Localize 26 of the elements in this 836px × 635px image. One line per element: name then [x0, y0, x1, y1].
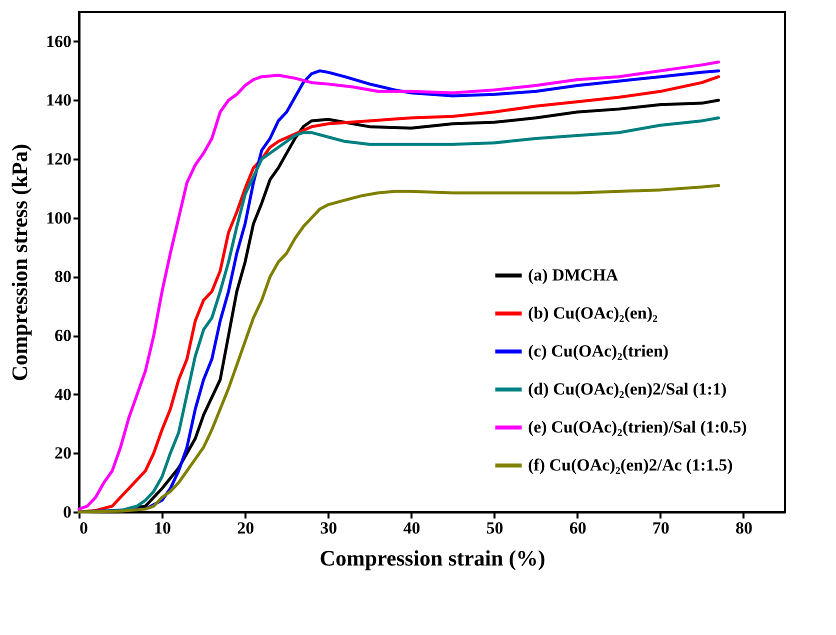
legend-label: (b) Cu(OAc)₂(en)₂ [528, 304, 658, 322]
y-tick-label: 80 [54, 267, 72, 286]
y-axis-title: Compression stress (kPa) [7, 144, 32, 382]
y-tick-label: 20 [54, 444, 72, 463]
x-tick-label: 0 [80, 518, 88, 538]
x-tick-label: 40 [403, 518, 420, 538]
y-tick-label: 40 [54, 384, 72, 404]
y-tick-label: 140 [46, 90, 72, 110]
legend-label: (f) Cu(OAc)₂(en)2/Ac (1:1.5) [528, 456, 733, 474]
y-tick-label: 100 [46, 208, 72, 228]
x-tick-label: 70 [652, 518, 670, 538]
legend-label: (e) Cu(OAc)₂(trien)/Sal (1:0.5) [528, 418, 747, 436]
x-tick-label: 10 [154, 518, 172, 538]
y-tick-label: 160 [46, 32, 72, 51]
x-tick-label: 50 [486, 518, 504, 538]
x-tick-label: 30 [320, 518, 338, 538]
x-axis-title: Compression strain (%) [320, 546, 546, 570]
y-tick-label: 0 [63, 502, 72, 522]
x-tick-label: 60 [569, 518, 586, 538]
legend-label: (c) Cu(OAc)₂(trien) [528, 342, 669, 360]
x-tick-label: 80 [735, 518, 752, 538]
x-tick-label: 20 [237, 518, 254, 538]
y-tick-label: 60 [54, 326, 72, 346]
y-tick-label: 120 [46, 150, 72, 169]
legend-label: (a) DMCHA [528, 266, 619, 284]
legend-label: (d) Cu(OAc)₂(en)2/Sal (1:1) [528, 380, 727, 398]
